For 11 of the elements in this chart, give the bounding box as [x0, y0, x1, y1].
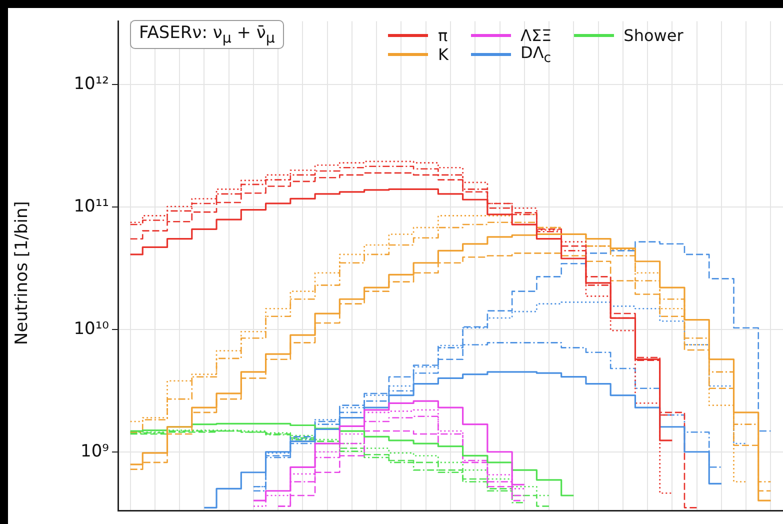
- y-tick-label: 10⁹: [80, 441, 110, 462]
- legend-label: π: [438, 26, 448, 45]
- chart-title: FASERν: ν$_{μ}$ + ν̄$_{μ}$: [130, 20, 284, 50]
- y-tick-label: 10¹¹: [74, 196, 109, 216]
- y-tick-label: 10¹⁰: [74, 318, 110, 339]
- y-tick-label: 10¹²: [74, 74, 109, 94]
- legend-label: K: [438, 45, 448, 64]
- legend-label: DΛ$_{c}$: [520, 42, 552, 66]
- legend-label: ΛΣΞ: [520, 26, 552, 45]
- y-axis-title: Neutrinos [1/bin]: [12, 201, 32, 345]
- legend-label: Shower: [624, 26, 684, 45]
